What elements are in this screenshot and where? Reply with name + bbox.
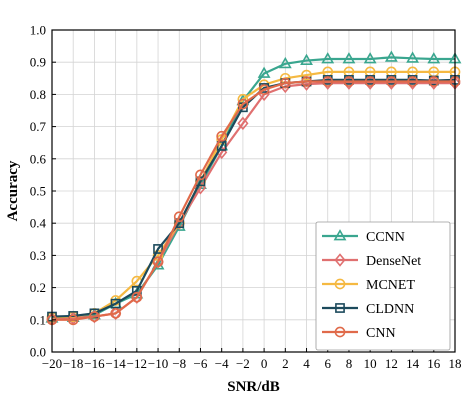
x-tick-label: −20: [42, 356, 62, 371]
legend-item-ccnn: CCNN: [322, 229, 405, 245]
data-point-cnn: [343, 76, 355, 87]
data-point-ccnn: [257, 66, 271, 78]
data-point-cnn: [428, 76, 440, 87]
data-point-cnn: [386, 76, 397, 87]
x-tick-label: −8: [172, 356, 186, 371]
data-point-cnn: [67, 314, 79, 326]
x-tick-label: 18: [449, 356, 462, 371]
data-point-ccnn: [278, 56, 292, 69]
series-group: [45, 50, 462, 326]
x-tick-label: −6: [194, 356, 208, 371]
x-tick-label: 8: [346, 356, 353, 371]
legend-marker: [333, 229, 347, 241]
legend-marker: [334, 253, 346, 267]
x-tick-label: 4: [303, 356, 310, 371]
x-tick-label: −10: [148, 356, 168, 371]
data-point-cnn: [131, 291, 143, 303]
y-tick-label: 0.3: [30, 248, 46, 263]
legend-marker: [335, 303, 345, 313]
data-point-densenet: [237, 116, 249, 131]
data-point-cnn: [110, 307, 121, 319]
x-tick-label: 12: [385, 356, 398, 371]
y-axis: 0.0 0.1 0.2 0.3 0.4 0.5 0.6 0.7 0.8 0.9 1.0: [30, 23, 56, 360]
y-axis-title: Accuracy: [5, 160, 21, 221]
data-point-cldnn: [110, 298, 121, 309]
legend-item-densenet: DenseNet: [322, 253, 421, 269]
legend-item-mcnet: MCNET: [322, 278, 415, 293]
x-tick-label: −16: [84, 356, 105, 371]
data-point-cnn: [152, 256, 164, 268]
x-axis: −20 −18 −16 −14 −12 −10 −8 −6 −4 −2 0 2 4 6 8 10 12 14 16 1…: [42, 348, 462, 371]
x-tick-label: 2: [282, 356, 289, 371]
x-tick-label: −18: [63, 356, 83, 371]
legend-label: DenseNet: [366, 254, 421, 269]
data-point-cnn: [364, 76, 376, 87]
data-point-cnn: [237, 98, 249, 110]
x-tick-label: 14: [406, 356, 420, 371]
y-tick-label: 0.7: [30, 119, 47, 134]
data-point-cnn: [322, 76, 334, 87]
y-tick-label: 0.4: [30, 216, 47, 231]
y-tick-label: 0.6: [30, 151, 47, 166]
data-point-ccnn: [321, 52, 335, 64]
legend-item-cldnn: CLDNN: [322, 302, 414, 317]
data-point-cnn: [195, 169, 206, 181]
legend-marker: [334, 326, 346, 338]
x-tick-label: −12: [127, 356, 147, 371]
legend-label: CNN: [366, 326, 396, 341]
data-point-ccnn: [384, 50, 398, 62]
data-point-cnn: [407, 76, 418, 87]
x-axis-title: SNR/dB: [227, 379, 280, 395]
x-tick-label: 16: [427, 356, 441, 371]
data-point-ccnn: [406, 51, 419, 63]
legend: CCNN DenseNet MCNET CLDNN CNN: [315, 221, 451, 351]
legend-box: [315, 221, 451, 351]
legend-item-cnn: CNN: [322, 326, 396, 341]
data-point-mcnet: [301, 69, 312, 81]
data-point-cldnn: [153, 244, 163, 254]
data-point-ccnn: [427, 52, 441, 64]
data-point-cnn: [258, 84, 270, 95]
data-point-cnn: [89, 311, 100, 322]
legend-marker: [334, 278, 346, 290]
y-tick-label: 0.5: [30, 184, 46, 199]
x-tick-label: −4: [215, 356, 229, 371]
data-point-cnn: [216, 130, 228, 142]
data-point-cnn: [279, 77, 291, 89]
data-point-ccnn: [363, 52, 377, 64]
y-tick-label: 1.0: [30, 23, 46, 38]
x-tick-label: −14: [105, 356, 126, 371]
y-tick-label: 0.1: [30, 312, 46, 327]
series-cnn: [46, 76, 461, 326]
legend-label: CLDNN: [366, 302, 414, 317]
data-point-ccnn: [300, 53, 313, 65]
y-tick-label: 0.8: [30, 87, 46, 102]
data-point-cnn: [173, 211, 185, 223]
x-tick-label: 10: [364, 356, 377, 371]
x-tick-label: 6: [324, 356, 331, 371]
x-tick-label: 0: [261, 356, 268, 371]
x-tick-label: −2: [236, 356, 250, 371]
y-tick-label: 0.9: [30, 55, 46, 70]
data-point-cnn: [301, 76, 312, 87]
data-point-ccnn: [342, 52, 356, 64]
legend-label: MCNET: [366, 278, 415, 293]
legend-label: CCNN: [366, 230, 405, 245]
y-tick-label: 0.2: [30, 280, 46, 295]
y-tick-label: 0.0: [30, 345, 46, 360]
